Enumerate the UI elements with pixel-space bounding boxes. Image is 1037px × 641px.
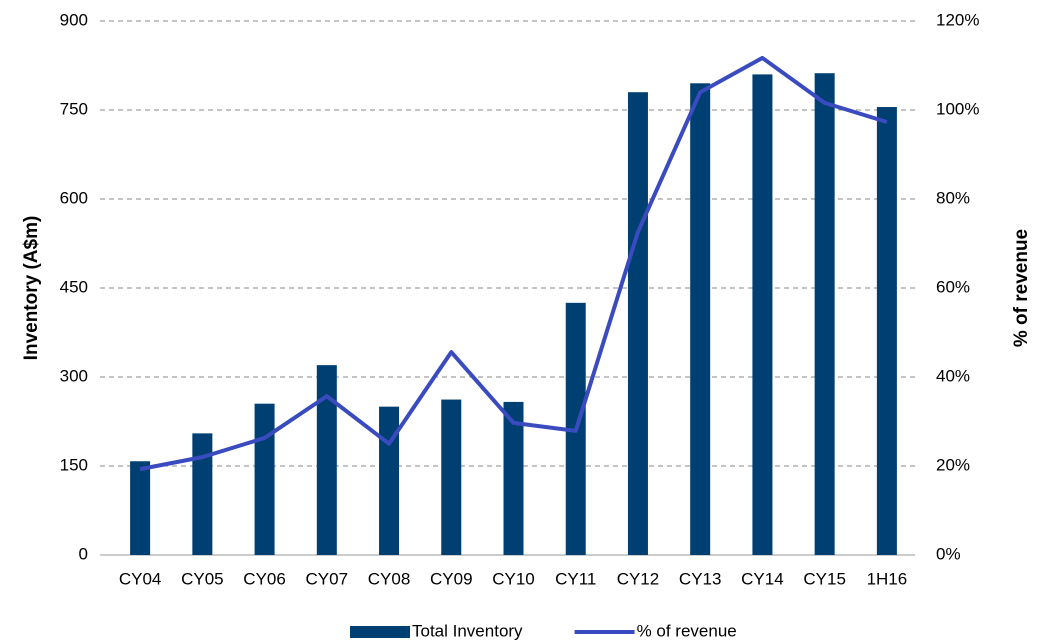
x-tick-label: CY09 bbox=[430, 569, 473, 588]
bar bbox=[130, 461, 151, 555]
y2-tick-label: 20% bbox=[936, 455, 970, 474]
bar bbox=[192, 433, 213, 555]
legend-label: % of revenue bbox=[637, 621, 737, 640]
legend-label: Total Inventory bbox=[412, 621, 523, 640]
y-tick-label: 750 bbox=[60, 99, 88, 118]
x-tick-label: CY15 bbox=[803, 569, 846, 588]
y2-tick-label: 60% bbox=[936, 277, 970, 296]
y-axis-title: Inventory (A$m) bbox=[21, 216, 42, 361]
x-tick-label: CY12 bbox=[617, 569, 660, 588]
x-tick-label: 1H16 bbox=[867, 569, 908, 588]
bar bbox=[441, 399, 462, 555]
x-tick-label: CY07 bbox=[306, 569, 349, 588]
bar bbox=[379, 406, 400, 555]
x-tick-label: CY14 bbox=[741, 569, 784, 588]
x-tick-label: CY13 bbox=[679, 569, 722, 588]
x-tick-label: CY11 bbox=[555, 569, 596, 588]
bar bbox=[254, 403, 275, 555]
bar bbox=[752, 74, 773, 556]
x-tick-label: CY04 bbox=[119, 569, 162, 588]
y2-tick-label: 40% bbox=[936, 366, 970, 385]
y-tick-label: 0 bbox=[79, 544, 88, 563]
y2-tick-label: 80% bbox=[936, 188, 970, 207]
bar bbox=[690, 83, 711, 556]
bar bbox=[503, 401, 524, 555]
y-tick-label: 300 bbox=[60, 366, 88, 385]
y-tick-label: 450 bbox=[60, 277, 88, 296]
line bbox=[139, 55, 888, 472]
y-tick-label: 150 bbox=[60, 455, 88, 474]
y2-axis-title: % of revenue bbox=[1011, 229, 1032, 347]
y-tick-label: 600 bbox=[60, 188, 88, 207]
bar bbox=[814, 73, 835, 556]
legend-swatch bbox=[350, 626, 410, 638]
y2-tick-label: 100% bbox=[936, 99, 979, 118]
y-tick-label: 900 bbox=[60, 10, 88, 29]
x-tick-label: CY08 bbox=[368, 569, 411, 588]
x-tick-label: CY06 bbox=[243, 569, 286, 588]
x-tick-label: CY05 bbox=[181, 569, 224, 588]
bar bbox=[627, 92, 648, 555]
y2-tick-label: 120% bbox=[936, 10, 979, 29]
bar bbox=[876, 107, 897, 556]
y2-tick-label: 0% bbox=[936, 544, 961, 563]
x-tick-label: CY10 bbox=[492, 569, 535, 588]
bar bbox=[316, 365, 337, 555]
